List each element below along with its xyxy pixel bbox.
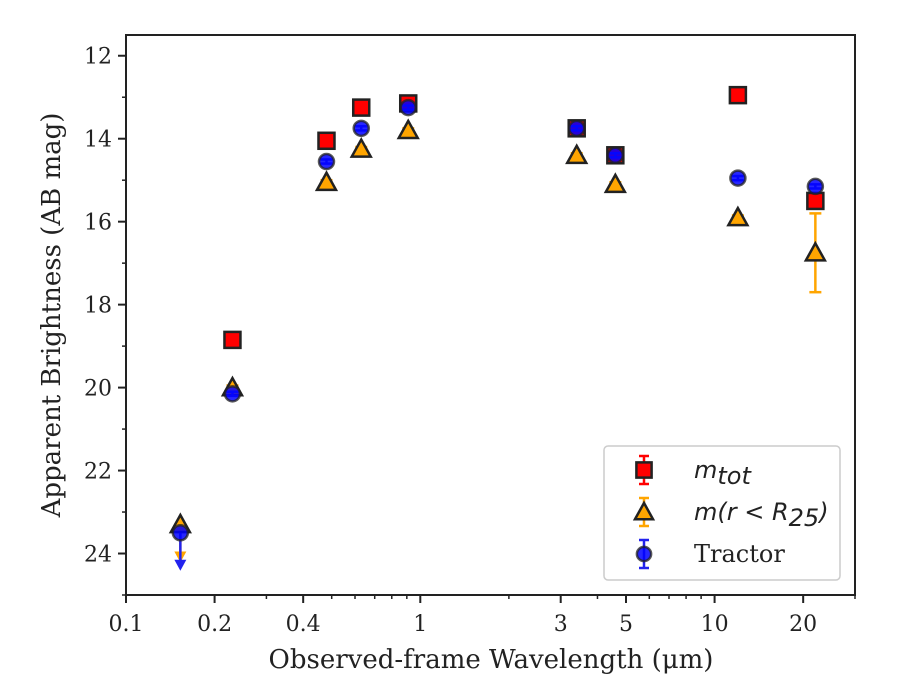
circle-marker xyxy=(729,169,747,187)
circle-marker xyxy=(223,385,242,403)
x-tick-label: 1 xyxy=(413,612,427,637)
circle-marker xyxy=(352,119,370,138)
triangle-marker xyxy=(349,137,373,158)
x-tick-label: 0.1 xyxy=(109,612,144,637)
x-tick-label: 0.4 xyxy=(286,612,321,637)
legend: mtot m(r < R25) Tractor xyxy=(603,445,841,581)
x-tick-label: 0.2 xyxy=(197,612,232,637)
triangle-marker xyxy=(726,205,750,227)
triangle-marker xyxy=(396,118,420,140)
x-tick-label: 20 xyxy=(789,612,817,637)
x-tick-label: 5 xyxy=(619,612,633,637)
triangle-marker xyxy=(565,143,589,165)
circle-marker xyxy=(567,119,586,138)
y-tick-label: 24 xyxy=(84,543,112,568)
series-circle xyxy=(171,98,825,571)
plot-frame xyxy=(125,34,856,596)
square-marker xyxy=(728,85,748,105)
plot-layer xyxy=(125,34,856,596)
circle-marker xyxy=(806,177,825,196)
legend-box xyxy=(603,445,841,581)
x-axis-label: Observed-frame Wavelength (μm) xyxy=(269,645,714,675)
series-triangle xyxy=(168,118,827,563)
tick-layer: 12 14 16 18 20 22 24 0.1 0.2 0.4 1 3 5 10 20 xyxy=(84,45,856,637)
triangle-marker xyxy=(603,172,627,194)
upper-limit-arrowhead xyxy=(174,559,187,571)
y-tick-label: 20 xyxy=(84,377,112,402)
square-marker xyxy=(223,330,242,350)
circle-marker xyxy=(171,524,190,542)
legend-label: mtot xyxy=(694,456,752,490)
square-marker xyxy=(351,98,371,117)
circle-marker xyxy=(635,545,653,563)
y-tick-label: 18 xyxy=(84,294,112,319)
square-marker xyxy=(635,461,653,479)
y-axis-label: Apparent Brightness (AB mag) xyxy=(37,113,67,519)
square-marker xyxy=(806,191,825,211)
x-tick-label: 3 xyxy=(554,612,568,637)
y-tick-label: 14 xyxy=(84,128,112,153)
circle-marker xyxy=(606,146,625,165)
circle-marker xyxy=(399,98,417,117)
legend-label: Tractor xyxy=(694,540,785,568)
square-marker xyxy=(317,131,336,151)
y-tick-label: 12 xyxy=(84,45,112,70)
triangle-marker xyxy=(632,500,656,521)
triangle-marker xyxy=(314,170,339,192)
y-tick-label: 16 xyxy=(84,211,112,236)
circle-marker xyxy=(317,152,336,171)
legend-label: m(r < R25) xyxy=(694,498,829,532)
triangle-marker xyxy=(803,240,827,262)
y-tick-label: 22 xyxy=(84,460,112,485)
x-tick-label: 10 xyxy=(701,612,729,637)
